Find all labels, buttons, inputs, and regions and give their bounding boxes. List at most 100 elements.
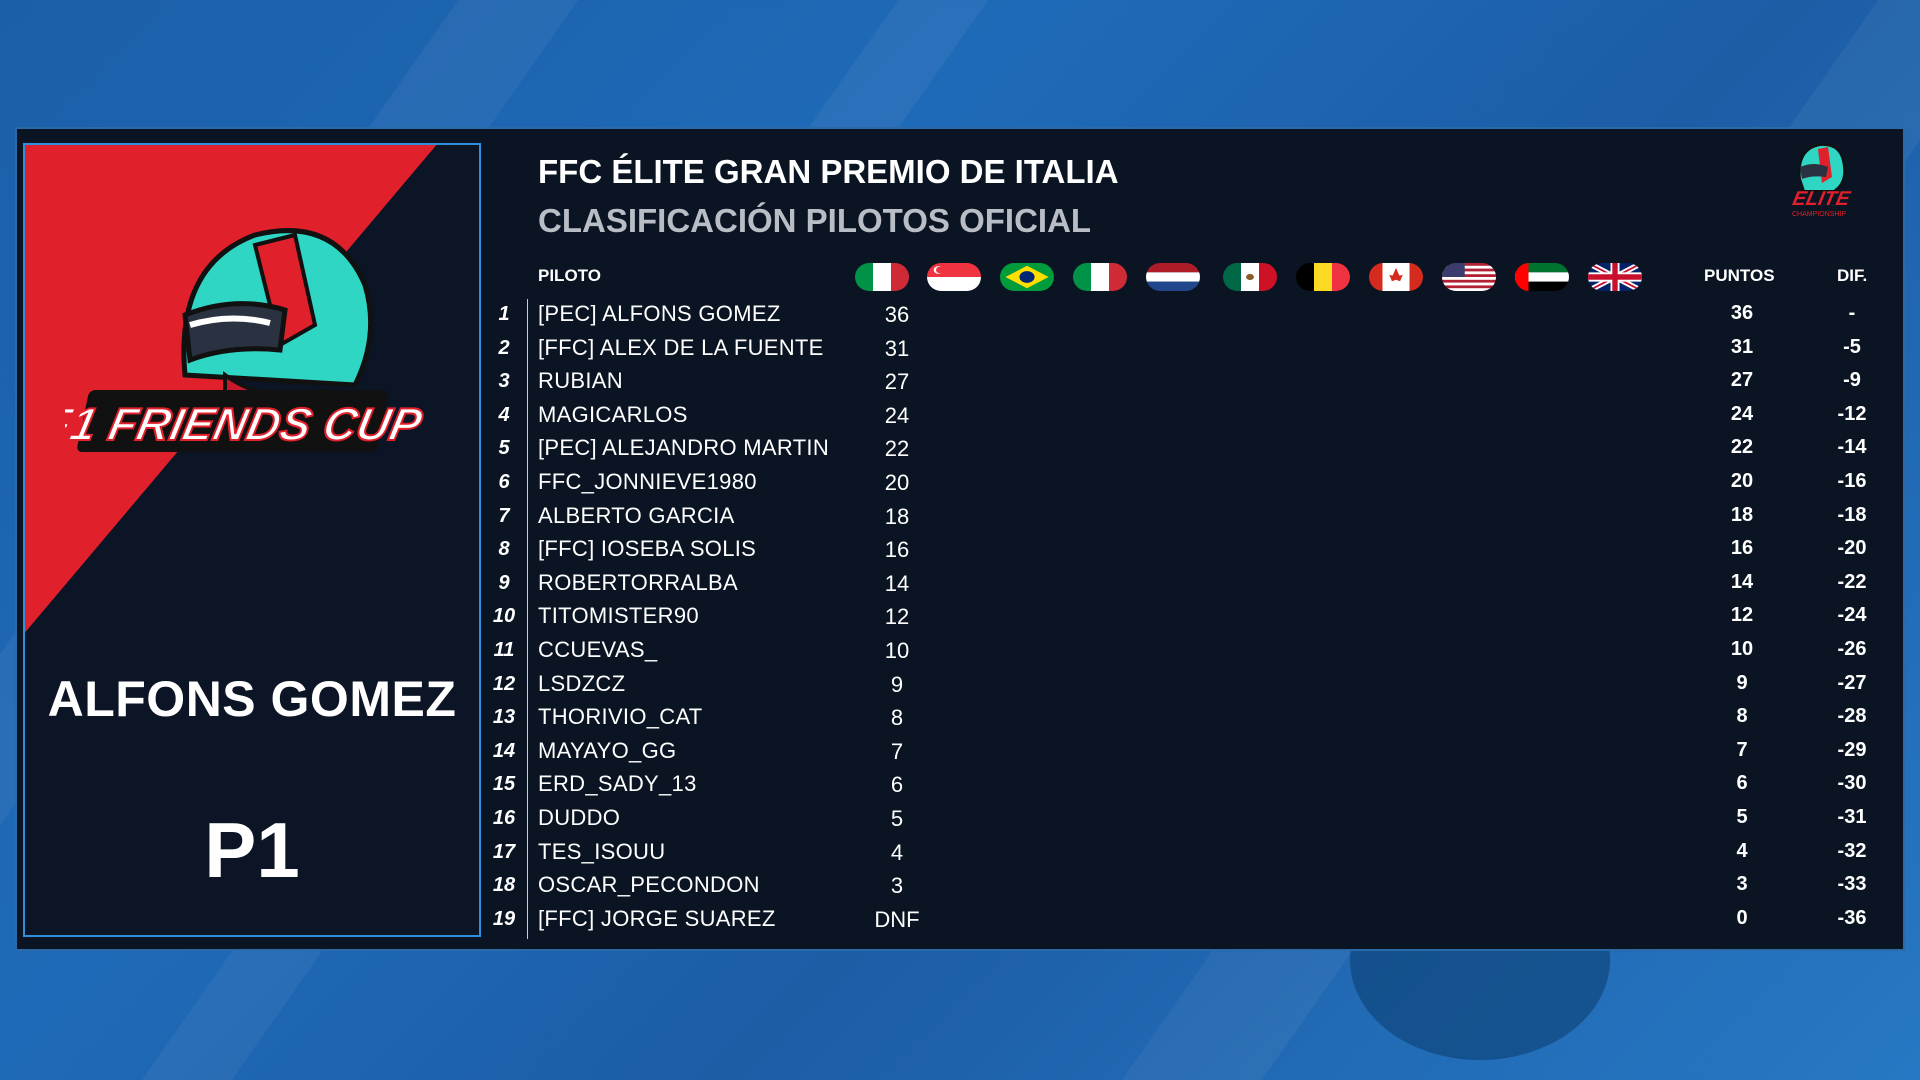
total-points-cell: 31 — [1730, 335, 1754, 358]
points-diff-cell: -24 — [1837, 604, 1867, 627]
points-diff-cell: -5 — [1843, 335, 1861, 358]
driver-name-cell: DUDDO — [538, 805, 621, 830]
table-row: 14 MAYAYO_GG 7 7 -29 — [17, 734, 1907, 768]
table-row: 4 MAGICARLOS 24 24 -12 — [17, 398, 1907, 432]
table-row: 16 DUDDO 5 5 -31 — [17, 801, 1907, 835]
flag-brazil-icon — [1000, 263, 1054, 291]
position-cell: 2 — [498, 336, 510, 359]
points-diff-cell: -32 — [1837, 839, 1867, 862]
header-points: PUNTOS — [1704, 266, 1775, 285]
flag-netherlands-icon — [1146, 263, 1200, 291]
position-cell: 1 — [498, 303, 510, 325]
driver-name-cell: LSDZCZ — [538, 670, 626, 696]
page-title: FFC ÉLITE GRAN PREMIO DE ITALIA — [538, 153, 1119, 190]
driver-name-cell: MAGICARLOS — [538, 401, 688, 427]
driver-name-cell: MAYAYO_GG — [538, 737, 677, 763]
driver-name-cell: [FFC] ALEX DE LA FUENTE — [538, 334, 824, 360]
driver-name-cell: TITOMISTER90 — [538, 603, 699, 629]
table-row: 19 [FFC] JORGE SUAREZ DNF 0 -36 — [17, 902, 1907, 936]
race-points-cell: 27 — [884, 369, 910, 395]
total-points-cell: 6 — [1736, 772, 1748, 795]
featured-driver-panel: F1 FRIENDS CUP ALFONS GOMEZ P1 — [23, 143, 481, 937]
total-points-cell: 12 — [1730, 604, 1754, 627]
race-points-cell: 12 — [884, 604, 910, 630]
total-points-cell: 8 — [1736, 705, 1748, 728]
race-points-cell: 22 — [884, 436, 910, 462]
total-points-cell: 16 — [1730, 537, 1754, 560]
driver-name-cell: TES_ISOUU — [538, 838, 666, 864]
position-cell: 16 — [492, 807, 516, 829]
points-diff-cell: -27 — [1837, 671, 1867, 694]
driver-name-cell: ERD_SADY_13 — [538, 771, 697, 797]
total-points-cell: 27 — [1730, 369, 1754, 392]
driver-name-cell: RUBIAN — [538, 368, 623, 394]
total-points-cell: 24 — [1730, 402, 1754, 425]
points-diff-cell: -9 — [1843, 369, 1861, 392]
elite-championship-logo: ELITE CHAMPIONSHIP — [1762, 139, 1872, 224]
position-cell: 14 — [492, 739, 516, 762]
position-cell: 15 — [492, 773, 516, 796]
points-diff-cell: -31 — [1837, 806, 1867, 828]
table-row: 18 OSCAR_PECONDON 3 3 -33 — [17, 868, 1907, 902]
race-points-cell: DNF — [874, 906, 920, 932]
position-cell: 17 — [492, 840, 516, 863]
table-row: 2 [FFC] ALEX DE LA FUENTE 31 31 -5 — [17, 331, 1907, 365]
flag-belgium-icon — [1296, 263, 1350, 291]
brand-logo-text: ELITE — [1791, 188, 1853, 210]
driver-name-cell: CCUEVAS_ — [538, 637, 658, 662]
position-cell: 8 — [498, 538, 510, 561]
table-row: 1 [PEC] ALFONS GOMEZ 36 36 - — [17, 297, 1907, 331]
points-diff-cell: -33 — [1837, 873, 1867, 896]
position-cell: 13 — [492, 706, 516, 729]
race-points-cell: 16 — [884, 537, 910, 563]
points-diff-cell: -22 — [1837, 570, 1867, 593]
position-cell: 6 — [498, 471, 510, 493]
driver-name-cell: THORIVIO_CAT — [538, 704, 703, 730]
table-row: 7 ALBERTO GARCIA 18 18 -18 — [17, 499, 1907, 533]
position-cell: 7 — [498, 504, 510, 527]
flag-italy-icon — [855, 263, 909, 291]
table-row: 17 TES_ISOUU 4 4 -32 — [17, 835, 1907, 869]
position-cell: 11 — [493, 639, 515, 661]
race-points-cell: 9 — [890, 671, 904, 697]
race-points-cell: 36 — [884, 302, 910, 327]
race-points-cell: 14 — [884, 570, 910, 596]
total-points-cell: 10 — [1730, 638, 1754, 660]
total-points-cell: 5 — [1736, 806, 1748, 828]
page-subtitle: CLASIFICACIÓN PILOTOS OFICIAL — [538, 202, 1092, 239]
total-points-cell: 7 — [1736, 738, 1748, 761]
driver-name-cell: [FFC] IOSEBA SOLIS — [538, 536, 757, 562]
table-row: 12 LSDZCZ 9 9 -27 — [17, 667, 1907, 701]
flag-uk-icon — [1588, 263, 1642, 291]
brand-logo-subtext: CHAMPIONSHIP — [1792, 211, 1846, 218]
driver-name-cell: OSCAR_PECONDON — [538, 872, 760, 898]
race-points-cell: 7 — [890, 738, 904, 764]
table-row: 6 FFC_JONNIEVE1980 20 20 -16 — [17, 465, 1907, 499]
race-points-cell: 10 — [884, 638, 910, 663]
race-points-cell: 8 — [890, 705, 904, 731]
points-diff-cell: -20 — [1837, 537, 1867, 560]
position-cell: 4 — [498, 403, 510, 426]
total-points-cell: 18 — [1730, 503, 1754, 526]
position-cell: 19 — [492, 907, 516, 930]
table-row: 11 CCUEVAS_ 10 10 -26 — [17, 633, 1907, 667]
position-cell: 3 — [498, 370, 510, 393]
race-points-cell: 3 — [890, 873, 904, 899]
table-row: 3 RUBIAN 27 27 -9 — [17, 364, 1907, 398]
points-diff-cell: -28 — [1837, 705, 1867, 728]
points-diff-cell: -26 — [1837, 638, 1867, 660]
total-points-cell: 14 — [1730, 570, 1754, 593]
position-divider — [527, 299, 528, 939]
f1-friends-cup-logo: F1 FRIENDS CUP — [36, 175, 435, 485]
header-driver: PILOTO — [538, 266, 601, 285]
points-diff-cell: -29 — [1837, 738, 1867, 761]
driver-name-cell: [FFC] JORGE SUAREZ — [538, 905, 776, 931]
table-row: 13 THORIVIO_CAT 8 8 -28 — [17, 700, 1907, 734]
table-row: 10 TITOMISTER90 12 12 -24 — [17, 599, 1907, 633]
featured-driver-position: P1 — [204, 806, 300, 894]
driver-name-cell: ROBERTORRALBA — [538, 569, 738, 595]
table-row: 15 ERD_SADY_13 6 6 -30 — [17, 767, 1907, 801]
flag-canada-icon — [1369, 263, 1423, 291]
total-points-cell: 3 — [1736, 873, 1748, 896]
total-points-cell: 9 — [1736, 671, 1748, 694]
